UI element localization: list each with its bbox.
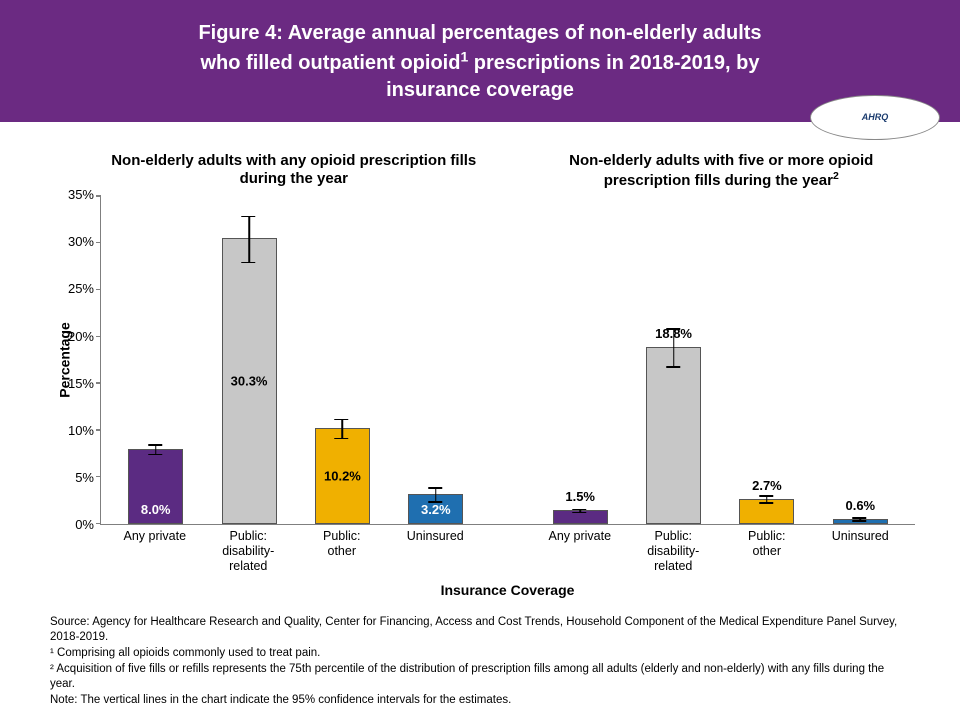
bar: 1.5%	[553, 510, 608, 524]
bar-slot: 0.6%	[828, 519, 893, 525]
title-line-2: who filled outpatient opioid1 prescripti…	[200, 52, 759, 74]
error-cap	[241, 262, 255, 264]
x-labels-left: Any private Public: disability- related Pu…	[100, 529, 490, 574]
error-bar	[860, 517, 862, 522]
footnote-1: ¹ Comprising all opioids commonly used t…	[50, 646, 910, 661]
bar-slot: 30.3%	[217, 238, 282, 524]
y-axis: Percentage 35%30%25%20%15%10%5%0%	[45, 195, 100, 525]
bar: 2.7%	[739, 499, 794, 524]
error-cap	[759, 502, 773, 504]
x-labels-right: Any private Public: disability- related Pu…	[525, 529, 915, 574]
bar-slot: 2.7%	[734, 499, 799, 524]
error-cap	[759, 495, 773, 497]
y-tick-mark	[96, 476, 101, 478]
footnote-2: ² Acquisition of five fills or refills r…	[50, 662, 910, 692]
bar-value-label: 1.5%	[554, 489, 607, 504]
bar-slot: 3.2%	[403, 494, 468, 524]
bar-slot: 10.2%	[310, 428, 375, 524]
error-cap	[572, 509, 586, 511]
error-bar	[766, 495, 768, 503]
error-cap	[853, 520, 867, 522]
title-line-1: Figure 4: Average annual percentages of …	[198, 22, 761, 44]
bar: 0.6%	[833, 519, 888, 525]
title-line-3: insurance coverage	[386, 79, 574, 101]
subtitle-left: Non-elderly adults with any opioid presc…	[100, 152, 488, 192]
y-tick-mark	[96, 336, 101, 338]
bar-value-label: 3.2%	[409, 502, 462, 517]
x-category-label: Any private	[122, 529, 187, 574]
x-category-label: Public: other	[734, 529, 799, 574]
error-bar	[579, 509, 581, 514]
plot-body: 8.0% 30.3% 10.2% 3.2% 1.5% 18.8% 2.7% 0.6%	[100, 195, 915, 525]
footnote-source: Source: Agency for Healthcare Research a…	[50, 615, 910, 645]
error-cap	[572, 512, 586, 514]
bar: 30.3%	[222, 238, 277, 524]
error-cap	[148, 454, 162, 456]
y-tick-marks	[96, 195, 101, 524]
panel-subtitles: Non-elderly adults with any opioid presc…	[45, 152, 915, 192]
y-tick-mark	[96, 429, 101, 431]
figure-title: Figure 4: Average annual percentages of …	[60, 20, 900, 104]
chart-container: Non-elderly adults with any opioid presc…	[0, 122, 960, 604]
x-category-label: Public: other	[309, 529, 374, 574]
error-cap	[335, 419, 349, 421]
error-cap	[148, 444, 162, 446]
subtitle-right: Non-elderly adults with five or more opi…	[528, 152, 916, 192]
error-cap	[666, 366, 680, 368]
plot-area: Percentage 35%30%25%20%15%10%5%0% 8.0% 30…	[45, 195, 915, 525]
y-tick-mark	[96, 382, 101, 384]
error-cap	[428, 487, 442, 489]
x-axis-label: Insurance Coverage	[45, 582, 915, 598]
y-tick-mark	[96, 242, 101, 244]
bar-slot: 18.8%	[641, 347, 706, 524]
figure-header: Figure 4: Average annual percentages of …	[0, 0, 960, 122]
error-bar	[435, 487, 437, 502]
x-category-label: Uninsured	[403, 529, 468, 574]
bar-value-label: 2.7%	[740, 478, 793, 493]
error-bar	[342, 419, 344, 440]
x-category-label: Uninsured	[828, 529, 893, 574]
footnotes: Source: Agency for Healthcare Research a…	[0, 603, 960, 708]
bar-slot: 8.0%	[123, 449, 188, 524]
bar-group-right: 1.5% 18.8% 2.7% 0.6%	[526, 347, 916, 524]
y-tick-mark	[96, 195, 101, 197]
x-gap	[490, 529, 525, 574]
logo-text: AHRQ	[862, 112, 889, 122]
bar-value-label: 18.8%	[647, 326, 700, 341]
y-tick-mark	[96, 289, 101, 291]
bar: 8.0%	[128, 449, 183, 524]
error-cap	[335, 438, 349, 440]
bar-value-label: 30.3%	[223, 374, 276, 389]
bar-value-label: 10.2%	[316, 469, 369, 484]
error-cap	[853, 517, 867, 519]
x-category-label: Public: disability- related	[216, 529, 281, 574]
bar: 18.8%	[646, 347, 701, 524]
bar-group-left: 8.0% 30.3% 10.2% 3.2%	[101, 238, 491, 524]
y-tick-mark	[96, 523, 101, 525]
bar-value-label: 0.6%	[834, 498, 887, 513]
bar-value-label: 8.0%	[129, 502, 182, 517]
x-category-label: Any private	[547, 529, 612, 574]
error-bar	[248, 216, 250, 263]
footnote-note: Note: The vertical lines in the chart in…	[50, 693, 910, 708]
x-category-label: Public: disability- related	[641, 529, 706, 574]
bar: 3.2%	[408, 494, 463, 524]
x-labels-row: Any private Public: disability- related Pu…	[45, 529, 915, 574]
bar-slot: 1.5%	[548, 510, 613, 524]
y-axis-label: Percentage	[57, 322, 73, 397]
error-bar	[155, 444, 157, 455]
error-cap	[241, 216, 255, 218]
bar: 10.2%	[315, 428, 370, 524]
